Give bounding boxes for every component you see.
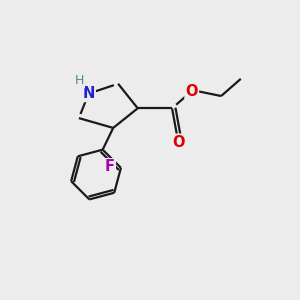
Text: H: H	[75, 74, 84, 87]
Text: F: F	[105, 159, 115, 174]
Text: O: O	[172, 135, 184, 150]
Text: N: N	[82, 86, 95, 101]
Text: O: O	[185, 84, 198, 99]
